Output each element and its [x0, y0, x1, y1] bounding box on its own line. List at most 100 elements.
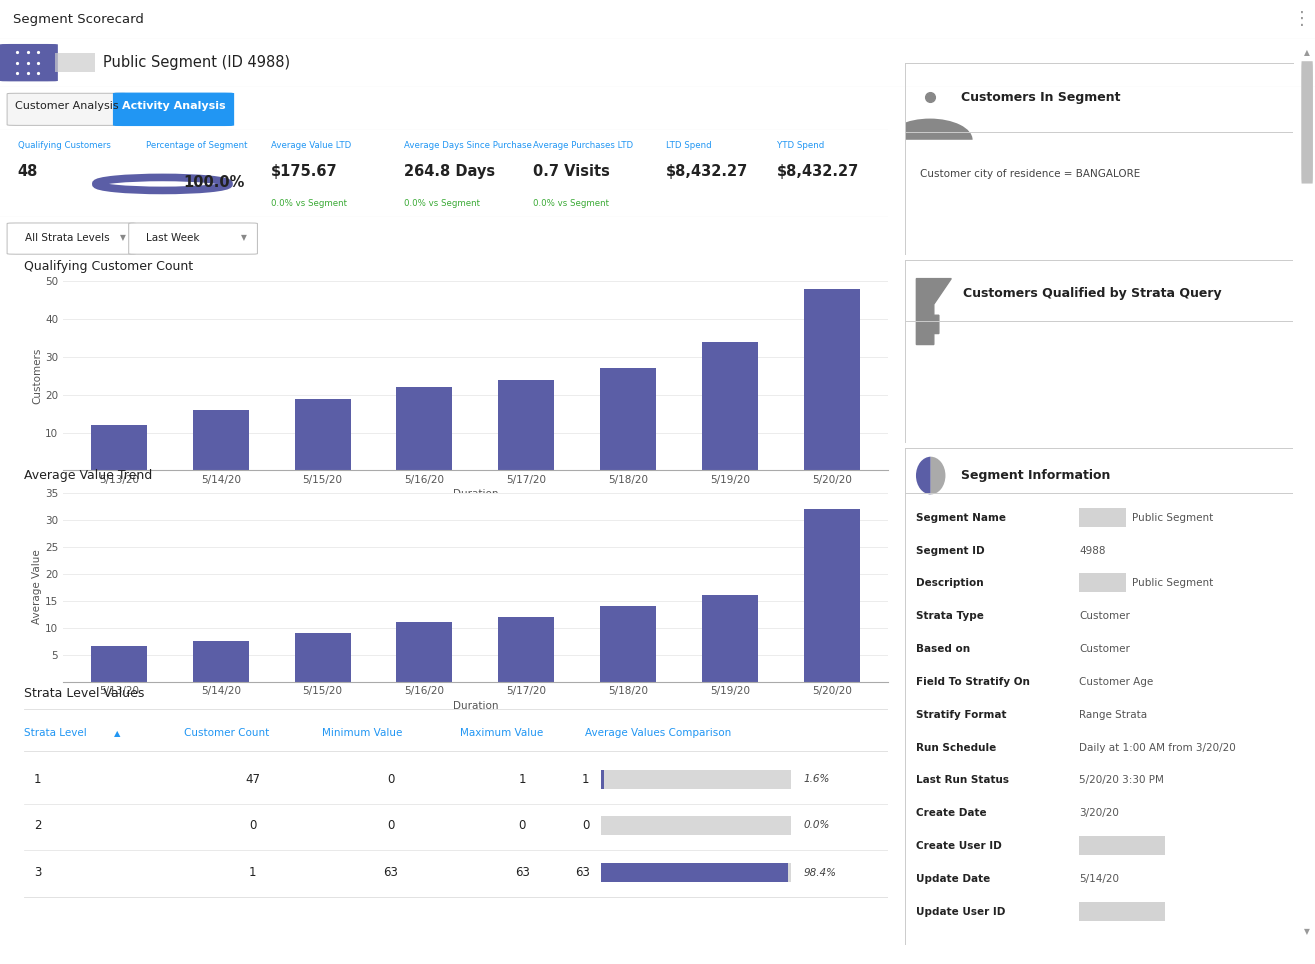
- FancyBboxPatch shape: [129, 223, 258, 254]
- Text: Stratify Format: Stratify Format: [917, 710, 1007, 720]
- Text: 63: 63: [384, 867, 398, 879]
- Text: ⋮: ⋮: [1293, 11, 1311, 28]
- Text: 0: 0: [387, 819, 394, 832]
- Bar: [91, 425, 147, 470]
- Text: YTD Spend: YTD Spend: [777, 141, 825, 149]
- Text: Segment Information: Segment Information: [961, 469, 1110, 482]
- Text: Customer Age: Customer Age: [1080, 677, 1153, 687]
- Text: Average Days Since Purchase: Average Days Since Purchase: [404, 141, 531, 149]
- Text: 0: 0: [583, 819, 589, 832]
- Text: 5/20/20 3:30 PM: 5/20/20 3:30 PM: [1080, 775, 1164, 786]
- Text: 98.4%: 98.4%: [803, 868, 836, 877]
- Text: Based on: Based on: [917, 644, 970, 654]
- Text: Customer: Customer: [1080, 644, 1130, 654]
- Text: Average Purchases LTD: Average Purchases LTD: [533, 141, 633, 149]
- Bar: [498, 380, 554, 470]
- Text: Run Schedule: Run Schedule: [917, 742, 997, 753]
- FancyBboxPatch shape: [1080, 574, 1126, 592]
- Bar: [702, 595, 757, 682]
- Text: Customer Count: Customer Count: [184, 729, 268, 738]
- Text: 1: 1: [518, 773, 526, 786]
- Text: ▲: ▲: [114, 729, 121, 737]
- X-axis label: Duration: Duration: [452, 701, 498, 710]
- Text: Qualifying Customer Count: Qualifying Customer Count: [24, 260, 193, 273]
- Text: Segment Scorecard: Segment Scorecard: [13, 13, 145, 26]
- Text: 0.0%: 0.0%: [803, 820, 830, 830]
- Text: Average Values Comparison: Average Values Comparison: [585, 729, 731, 738]
- Bar: [498, 617, 554, 682]
- Text: $8,432.27: $8,432.27: [665, 164, 748, 179]
- Text: Activity Analysis: Activity Analysis: [122, 101, 225, 111]
- Text: Public Segment (ID 4988): Public Segment (ID 4988): [103, 55, 289, 70]
- Text: 0: 0: [387, 773, 394, 786]
- Text: 4988: 4988: [1080, 546, 1106, 555]
- FancyBboxPatch shape: [7, 223, 135, 254]
- Bar: [803, 509, 860, 682]
- Text: Customers In Segment: Customers In Segment: [961, 91, 1120, 104]
- FancyBboxPatch shape: [7, 94, 128, 125]
- Text: Update Date: Update Date: [917, 874, 990, 884]
- Text: Customer Analysis: Customer Analysis: [16, 101, 118, 111]
- Text: Customers Qualified by Strata Query: Customers Qualified by Strata Query: [963, 286, 1222, 300]
- FancyBboxPatch shape: [1080, 902, 1165, 921]
- Bar: [803, 289, 860, 470]
- Bar: [91, 647, 147, 682]
- FancyBboxPatch shape: [601, 863, 790, 882]
- Text: 1.6%: 1.6%: [803, 774, 830, 785]
- FancyBboxPatch shape: [0, 44, 58, 81]
- Text: Description: Description: [917, 578, 984, 588]
- FancyBboxPatch shape: [601, 816, 790, 835]
- Text: Last Week: Last Week: [146, 232, 200, 243]
- Text: Field To Stratify On: Field To Stratify On: [917, 677, 1030, 687]
- Text: Qualifying Customers: Qualifying Customers: [18, 141, 110, 149]
- Text: Average Value Trend: Average Value Trend: [24, 469, 153, 482]
- Bar: [702, 342, 757, 470]
- Text: 0.7 Visits: 0.7 Visits: [533, 164, 609, 179]
- FancyBboxPatch shape: [55, 53, 95, 72]
- Text: 3/20/20: 3/20/20: [1080, 808, 1119, 818]
- Text: 1: 1: [34, 773, 42, 786]
- Text: Create Date: Create Date: [917, 808, 988, 818]
- Text: 100.0%: 100.0%: [184, 174, 245, 190]
- Text: $8,432.27: $8,432.27: [777, 164, 859, 179]
- Text: 3: 3: [34, 867, 41, 879]
- Wedge shape: [888, 119, 973, 140]
- Text: 0.0% vs Segment: 0.0% vs Segment: [271, 200, 347, 208]
- Text: Minimum Value: Minimum Value: [322, 729, 402, 738]
- Text: Percentage of Segment: Percentage of Segment: [146, 141, 249, 149]
- Text: Customer: Customer: [1080, 611, 1130, 621]
- FancyBboxPatch shape: [1080, 508, 1126, 526]
- Text: Public Segment: Public Segment: [1132, 513, 1212, 522]
- Text: 5/14/20: 5/14/20: [1080, 874, 1119, 884]
- FancyBboxPatch shape: [1302, 62, 1312, 183]
- Text: Strata Type: Strata Type: [917, 611, 984, 621]
- Bar: [600, 606, 656, 682]
- FancyBboxPatch shape: [601, 770, 604, 789]
- FancyBboxPatch shape: [601, 770, 790, 789]
- Text: Average Value LTD: Average Value LTD: [271, 141, 351, 149]
- Text: Customer city of residence = BANGALORE: Customer city of residence = BANGALORE: [920, 170, 1140, 179]
- Text: Maximum Value: Maximum Value: [460, 729, 543, 738]
- Text: 0.0% vs Segment: 0.0% vs Segment: [533, 200, 609, 208]
- Bar: [397, 388, 452, 470]
- FancyBboxPatch shape: [113, 94, 234, 125]
- Text: Strata Level: Strata Level: [24, 729, 87, 738]
- Text: ▼: ▼: [120, 233, 125, 242]
- Text: Segment ID: Segment ID: [917, 546, 985, 555]
- Bar: [397, 622, 452, 682]
- Text: 1: 1: [583, 773, 589, 786]
- FancyBboxPatch shape: [601, 863, 788, 882]
- Text: 264.8 Days: 264.8 Days: [404, 164, 494, 179]
- Text: Create User ID: Create User ID: [917, 842, 1002, 851]
- Bar: [193, 410, 249, 470]
- Text: Daily at 1:00 AM from 3/20/20: Daily at 1:00 AM from 3/20/20: [1080, 742, 1236, 753]
- Text: 1: 1: [249, 867, 256, 879]
- Text: 63: 63: [514, 867, 530, 879]
- Y-axis label: Average Value: Average Value: [33, 549, 42, 625]
- Bar: [295, 399, 351, 470]
- Polygon shape: [917, 279, 951, 344]
- Text: 48: 48: [18, 164, 38, 179]
- Text: $175.67: $175.67: [271, 164, 338, 179]
- FancyBboxPatch shape: [1080, 836, 1165, 855]
- Text: 63: 63: [575, 867, 589, 879]
